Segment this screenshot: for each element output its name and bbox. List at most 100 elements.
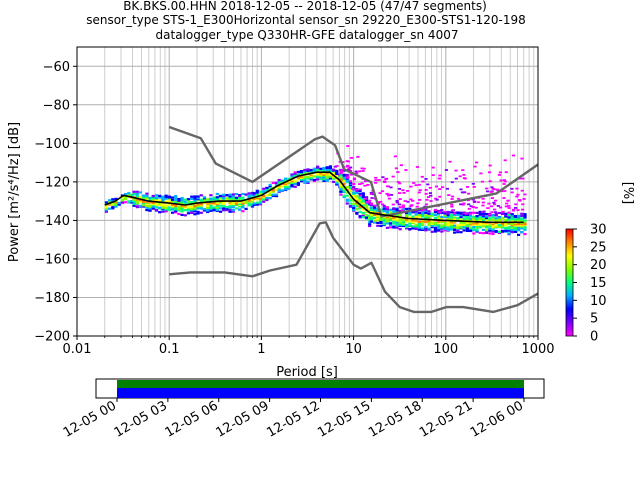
density-cell (355, 208, 359, 211)
density-cell (472, 226, 476, 229)
density-cell (104, 210, 108, 213)
density-cell (322, 167, 326, 170)
density-cell (417, 226, 421, 229)
density-outlier-cell (454, 177, 458, 180)
density-outlier-cell (487, 171, 492, 174)
density-cell (485, 219, 489, 222)
density-cell (459, 223, 463, 226)
density-cell (424, 214, 428, 217)
density-cell (497, 225, 501, 229)
density-cell (306, 175, 310, 179)
density-cell (427, 215, 431, 218)
density-cell (218, 201, 223, 204)
density-cell (145, 201, 149, 204)
density-cell (164, 204, 168, 207)
density-cell (312, 167, 316, 170)
density-cell (325, 175, 329, 178)
density-cell (469, 229, 473, 232)
density-cell (180, 206, 184, 209)
density-cell (517, 223, 521, 226)
density-cell (177, 199, 181, 202)
density-cell (328, 173, 332, 176)
density-outlier-cell (369, 191, 373, 194)
density-cell (339, 193, 343, 196)
density-cell (274, 181, 279, 184)
density-cell (258, 190, 263, 193)
density-cell (348, 205, 353, 208)
density-cell (408, 227, 412, 231)
density-outlier-cell (374, 181, 378, 184)
density-cell (373, 219, 377, 222)
density-cell (265, 196, 269, 200)
density-outlier-cell (377, 179, 381, 181)
density-cell (437, 215, 441, 218)
density-cell (277, 178, 281, 182)
density-cell (348, 189, 353, 192)
density-cell (151, 194, 155, 198)
density-cell (507, 229, 511, 232)
density-cell (215, 196, 219, 199)
density-cell (401, 219, 405, 222)
density-cell (277, 188, 281, 191)
density-cell (364, 206, 369, 209)
density-cell (284, 182, 288, 185)
density-cell (488, 232, 492, 235)
density-outlier-cell (401, 189, 405, 192)
colorbar-tick-label: 15 (590, 276, 607, 291)
density-cell (287, 187, 291, 190)
density-cell (244, 207, 248, 210)
density-outlier-cell (409, 185, 413, 188)
density-outlier-cell (396, 171, 400, 173)
density-outlier-cell (490, 197, 494, 199)
density-cell (209, 197, 213, 200)
density-cell (392, 218, 396, 221)
density-outlier-cell (464, 212, 468, 215)
density-outlier-cell (496, 205, 500, 207)
density-cell (231, 204, 235, 207)
density-cell (411, 219, 415, 222)
density-cell (389, 216, 393, 219)
y-tick-label: −200 (34, 330, 70, 345)
density-outlier-cell (431, 174, 435, 176)
density-cell (368, 202, 372, 205)
density-cell (398, 228, 402, 231)
density-cell (284, 188, 288, 191)
density-cell (268, 185, 272, 188)
density-outlier-cell (502, 183, 506, 185)
density-cell (456, 217, 460, 220)
density-cell (209, 209, 213, 212)
density-cell (174, 199, 178, 202)
density-cell (382, 217, 386, 220)
density-cell (376, 209, 380, 212)
density-cell (124, 193, 128, 196)
density-cell (328, 175, 332, 178)
density-cell (414, 213, 418, 216)
density-cell (161, 199, 165, 202)
density-cell (154, 194, 159, 197)
density-cell (342, 182, 346, 185)
density-outlier-cell (424, 189, 428, 191)
density-cell (339, 174, 343, 177)
density-outlier-cell (448, 160, 452, 163)
density-cell (385, 206, 389, 209)
density-cell (167, 200, 171, 203)
density-cell (414, 223, 418, 226)
density-cell (376, 215, 380, 219)
density-cell (151, 201, 155, 204)
density-cell (446, 224, 450, 227)
density-cell (345, 191, 349, 194)
density-cell (132, 198, 136, 201)
density-cell (193, 199, 197, 202)
density-cell (427, 222, 431, 225)
density-cell (180, 208, 184, 212)
density-cell (158, 206, 162, 209)
density-cell (523, 213, 527, 216)
density-outlier-cell (358, 170, 362, 173)
density-cell (398, 217, 402, 220)
density-cell (206, 209, 210, 212)
density-cell (398, 209, 402, 212)
density-cell (196, 197, 200, 200)
density-cell (504, 214, 508, 217)
density-cell (453, 221, 457, 224)
density-cell (421, 212, 425, 215)
